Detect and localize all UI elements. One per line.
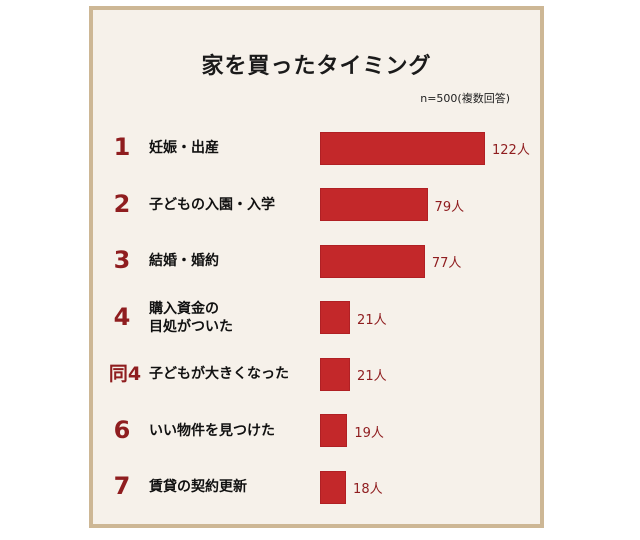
value-label: 18人 bbox=[353, 482, 383, 497]
sample-note: n=500(複数回答) bbox=[420, 92, 510, 105]
rank-label: 6 bbox=[113, 415, 131, 444]
chart-title: 家を買ったタイミング bbox=[201, 54, 432, 79]
category-label: 子どもの入園・入学 bbox=[149, 196, 275, 213]
category-label: いい物件を見つけた bbox=[149, 422, 275, 439]
rank-label: 2 bbox=[113, 189, 131, 218]
bar-chart: 1 妊娠・出産 122人 2 子どもの入園・入学 79人 3 結婚・婚約 77人 4 購入資金の 目… bbox=[93, 10, 540, 524]
value-label: 79人 bbox=[434, 199, 465, 215]
rank-label: 7 bbox=[113, 472, 131, 500]
rank-label: 1 bbox=[113, 133, 131, 161]
bar bbox=[321, 471, 346, 503]
value-label: 122人 bbox=[492, 143, 530, 158]
category-label: 賃貸の契約更新 bbox=[149, 479, 247, 495]
chart-card: 家を買ったタイミング n=500(複数回答) 1 妊娠・出産 122人 2 子どもの入園… bbox=[89, 6, 544, 528]
bar bbox=[321, 302, 350, 333]
bar bbox=[321, 132, 484, 164]
rank-label: 4 bbox=[113, 302, 131, 331]
bar bbox=[321, 189, 427, 220]
value-label: 21人 bbox=[357, 369, 387, 384]
value-label: 21人 bbox=[357, 312, 387, 328]
category-label: 結婚・婚約 bbox=[149, 253, 219, 269]
rank-label: 同4 bbox=[108, 363, 142, 385]
value-label: 77人 bbox=[431, 256, 462, 271]
category-label: 子どもが大きくなった bbox=[149, 366, 289, 382]
category-label: 購入資金の 目処がついた bbox=[149, 300, 233, 335]
category-label: 妊娠・出産 bbox=[149, 140, 219, 156]
bar bbox=[321, 358, 350, 390]
rank-label: 3 bbox=[113, 246, 131, 274]
bar bbox=[321, 415, 347, 446]
bar bbox=[321, 245, 424, 277]
value-label: 19人 bbox=[354, 425, 384, 441]
